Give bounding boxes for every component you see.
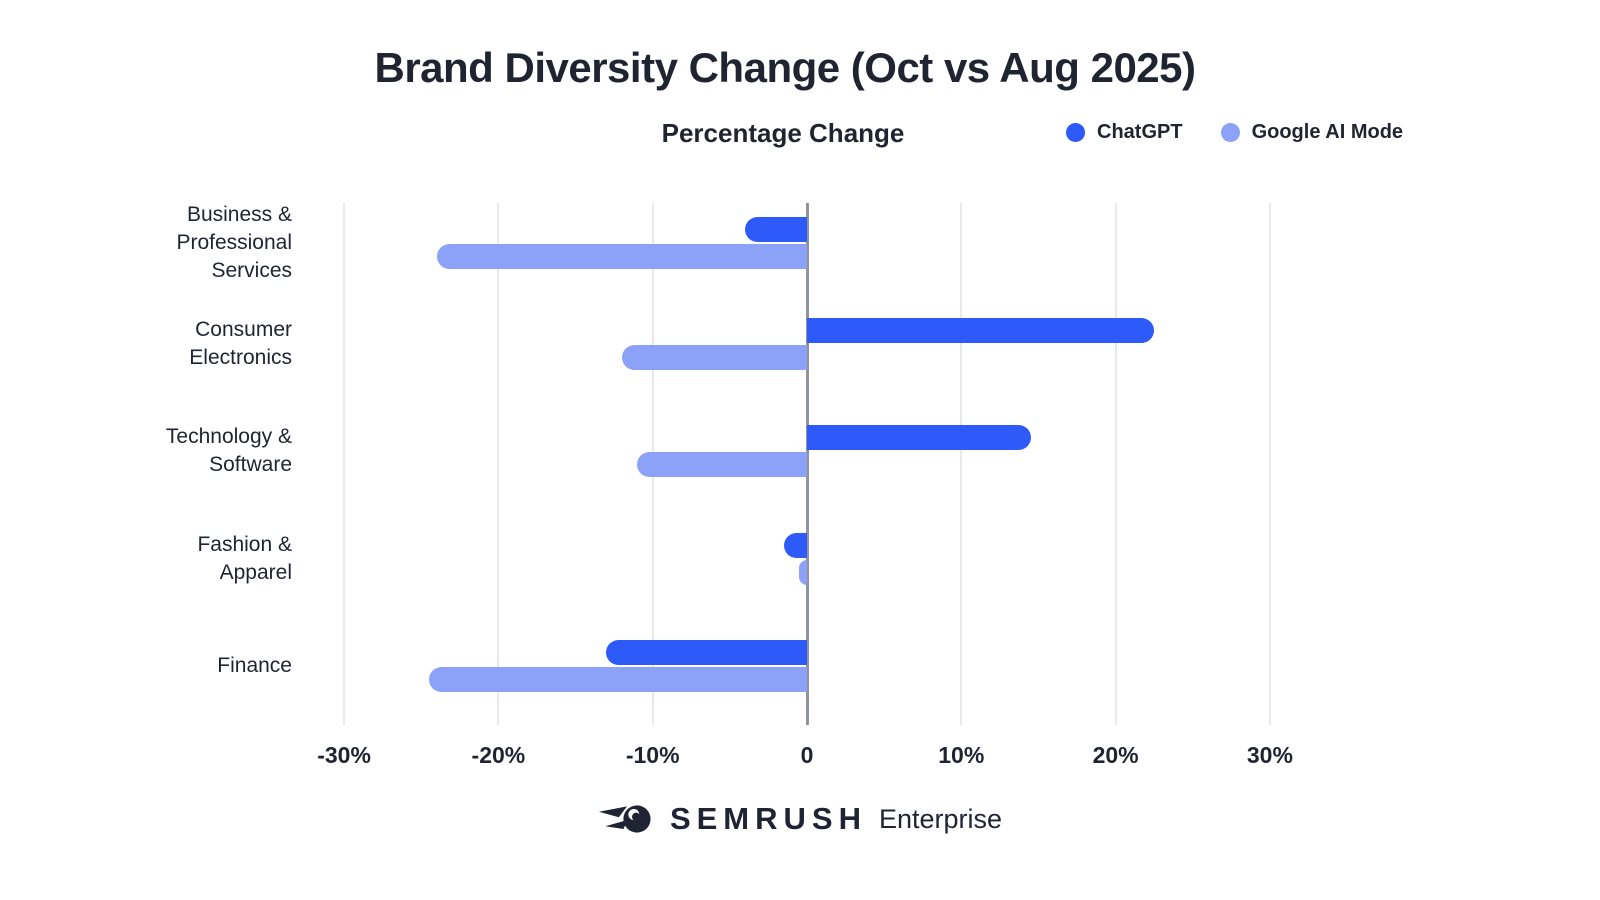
- bar-chatgpt-business-professional-services: [745, 217, 807, 242]
- x-tick-label--10: -10%: [625, 742, 680, 768]
- gridline--30: [343, 203, 346, 725]
- bar-google-ai-mode-business-professional-services: [436, 244, 807, 269]
- legend-item-google-ai-mode: Google AI Mode: [1220, 121, 1404, 144]
- category-label-fashion-apparel: Fashion & Apparel: [197, 533, 292, 584]
- category-label-consumer-electronics: Consumer Electronics: [189, 318, 292, 369]
- bar-google-ai-mode-consumer-electronics: [621, 345, 807, 370]
- x-tick-label--30: -30%: [317, 742, 371, 768]
- x-tick-label--20: -20%: [471, 742, 526, 768]
- legend-item-chatgpt: ChatGPT: [1066, 121, 1183, 144]
- x-tick-label-30: 30%: [1246, 742, 1293, 768]
- brand-name: SEMRUSH: [669, 801, 867, 836]
- footer-brand-lockup: SEMRUSH Enterprise: [0, 798, 1600, 840]
- bar-google-ai-mode-technology-software: [637, 452, 807, 477]
- category-label-finance: Finance: [217, 654, 292, 677]
- legend-label: Google AI Mode: [1251, 121, 1404, 143]
- bar-google-ai-mode-finance: [428, 667, 807, 692]
- bar-google-ai-mode-fashion-apparel: [799, 560, 807, 585]
- legend-label: ChatGPT: [1097, 121, 1183, 143]
- bar-chatgpt-technology-software: [807, 425, 1031, 450]
- gridline-30: [1268, 203, 1271, 725]
- zero-axis-line: [805, 203, 809, 725]
- bar-chatgpt-fashion-apparel: [783, 533, 807, 558]
- category-label-business-professional-services: Business & Professional Services: [176, 203, 292, 282]
- product-name: Enterprise: [878, 803, 1003, 834]
- bar-chatgpt-finance: [606, 640, 807, 665]
- x-axis-title: Percentage Change: [661, 118, 905, 148]
- x-tick-label-20: 20%: [1092, 742, 1139, 768]
- page-title: Brand Diversity Change (Oct vs Aug 2025): [374, 44, 1196, 91]
- gridline-10: [960, 203, 963, 725]
- semrush-comet-icon: [598, 805, 651, 833]
- x-tick-label-0: 0: [800, 742, 814, 768]
- gridline--20: [497, 203, 500, 725]
- x-tick-label-10: 10%: [938, 742, 985, 768]
- chatgpt-legend-dot-icon: [1066, 123, 1085, 142]
- category-label-technology-software: Technology & Software: [165, 425, 292, 476]
- gridline-20: [1114, 203, 1117, 725]
- bar-chatgpt-consumer-electronics: [807, 318, 1155, 343]
- google-ai-mode-legend-dot-icon: [1220, 123, 1240, 142]
- chart-legend: ChatGPT Google AI Mode: [1066, 121, 1403, 144]
